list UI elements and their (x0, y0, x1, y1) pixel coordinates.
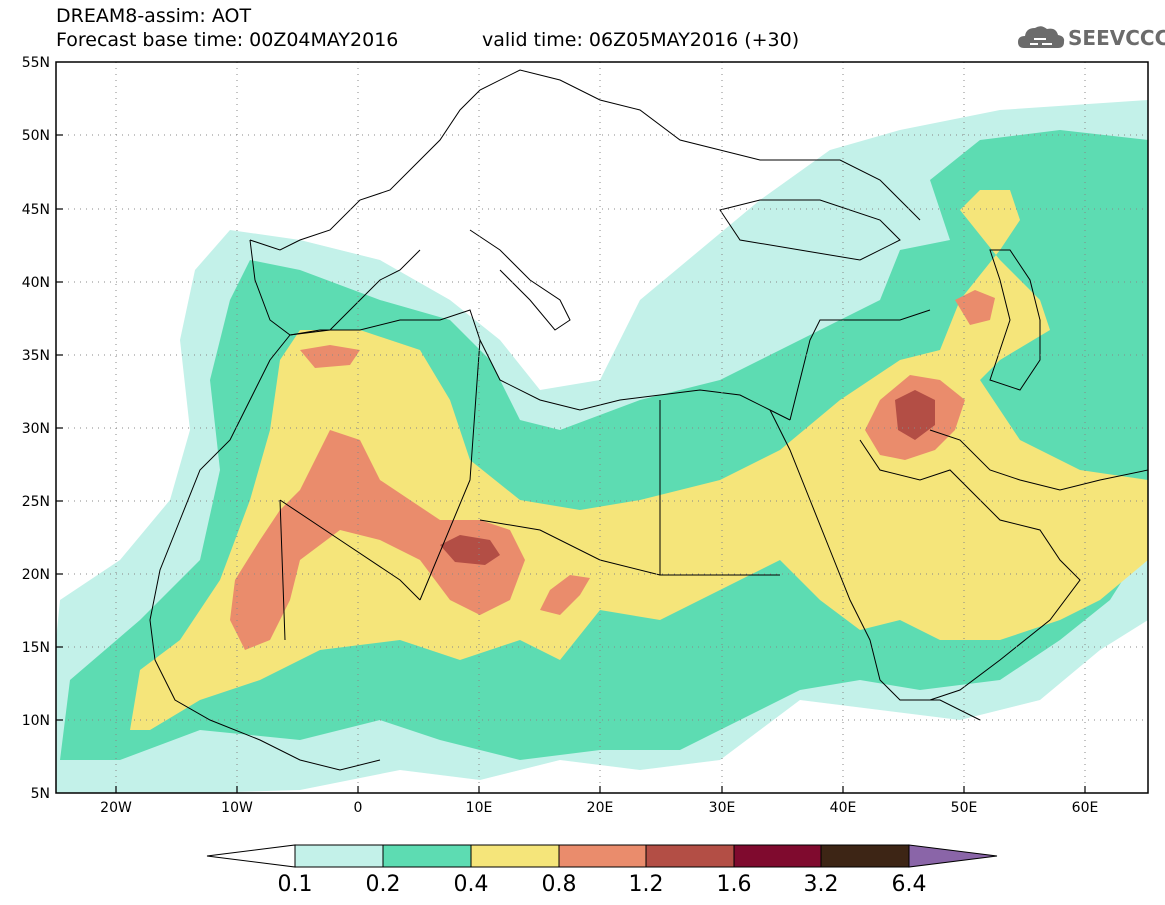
coast-red-sea (769, 409, 981, 721)
colorbar-swatch (470, 844, 560, 868)
tick-marks (56, 134, 1086, 793)
colorbar-label: 6.4 (892, 872, 927, 897)
colorbar-swatch (558, 844, 647, 868)
lat-tick-label: 5N (31, 786, 50, 802)
colorbar-swatch (733, 844, 822, 868)
coast-levant (789, 309, 931, 421)
border-sahara-1 (279, 499, 421, 601)
border-sahara-2 (479, 519, 661, 576)
border-algeria (279, 339, 481, 641)
lat-tick-label: 15N (22, 640, 50, 656)
coast-europe (249, 69, 921, 251)
lon-tick-label: 30E (709, 800, 736, 816)
coast-gulf (929, 429, 1148, 491)
colorbar-label: 0.4 (454, 872, 489, 897)
colorbar-labels: 0.1 0.2 0.4 0.8 1.2 1.6 3.2 6.4 (278, 872, 927, 897)
colorbar-swatch (382, 844, 472, 868)
lat-tick-label: 40N (22, 275, 50, 291)
aot-band-0.8-d (955, 290, 995, 325)
colorbar-swatch (820, 844, 910, 868)
logo-text: SEEVCCC (1068, 26, 1165, 50)
coast-italy (469, 229, 571, 331)
lat-labels: 5N 10N 15N 20N 25N 30N 35N 40N 45N 50N 5… (22, 55, 50, 802)
aot-band-0.8-b (540, 575, 590, 615)
lon-tick-label: 20E (587, 800, 614, 816)
aot-shading (56, 100, 1148, 793)
lat-tick-label: 45N (22, 202, 50, 218)
colorbar-under-triangle (206, 844, 296, 868)
lon-tick-label: 60E (1072, 800, 1099, 816)
lat-tick-label: 25N (22, 494, 50, 510)
lat-tick-label: 30N (22, 421, 50, 437)
colorbar-swatch (294, 844, 384, 868)
aot-band-1.2 (440, 535, 500, 565)
lat-tick-label: 50N (22, 128, 50, 144)
lon-labels: 20W 10W 0 10E 20E 30E 40E 50E 60E (100, 800, 1098, 816)
colorbar-label: 0.1 (278, 872, 313, 897)
colorbar-swatch (645, 844, 735, 868)
forecast-base-time: Forecast base time: 00Z04MAY2016 (56, 29, 399, 51)
grid-lines (56, 62, 1148, 793)
border-egypt (659, 400, 780, 576)
seevccc-logo: SEEVCCC (1016, 20, 1165, 54)
colorbar-label: 0.2 (366, 872, 401, 897)
coast-west-africa (149, 334, 381, 771)
cloud-icon (1018, 26, 1065, 48)
lon-tick-label: 50E (951, 800, 978, 816)
colorbar-label: 1.2 (629, 872, 664, 897)
coast-arabia (859, 439, 1081, 701)
lat-tick-label: 20N (22, 567, 50, 583)
coast-black-sea (719, 199, 901, 261)
colorbar-over-triangle (908, 844, 998, 868)
colorbar-label: 3.2 (804, 872, 839, 897)
lon-tick-label: 10W (221, 800, 253, 816)
aot-band-0.8-e (300, 345, 360, 368)
lon-tick-label: 40E (830, 800, 857, 816)
lat-tick-label: 55N (22, 55, 50, 71)
aot-band-1.2-b (895, 390, 935, 440)
lat-tick-label: 35N (22, 348, 50, 364)
coastlines (149, 69, 1148, 771)
lon-tick-label: 10E (466, 800, 493, 816)
coast-north-africa (289, 309, 791, 421)
coast-caspian (989, 249, 1041, 391)
colorbar-label: 1.6 (717, 872, 752, 897)
colorbar (206, 844, 998, 868)
aot-band-0.8 (230, 430, 525, 650)
valid-time: valid time: 06Z05MAY2016 (+30) (482, 29, 800, 51)
lon-tick-label: 0 (354, 800, 363, 816)
map-title: DREAM8-assim: AOT (56, 5, 252, 27)
lon-tick-label: 20W (100, 800, 132, 816)
aot-band-0.4 (130, 190, 1148, 730)
colorbar-label: 0.8 (542, 872, 577, 897)
lat-tick-label: 10N (22, 713, 50, 729)
